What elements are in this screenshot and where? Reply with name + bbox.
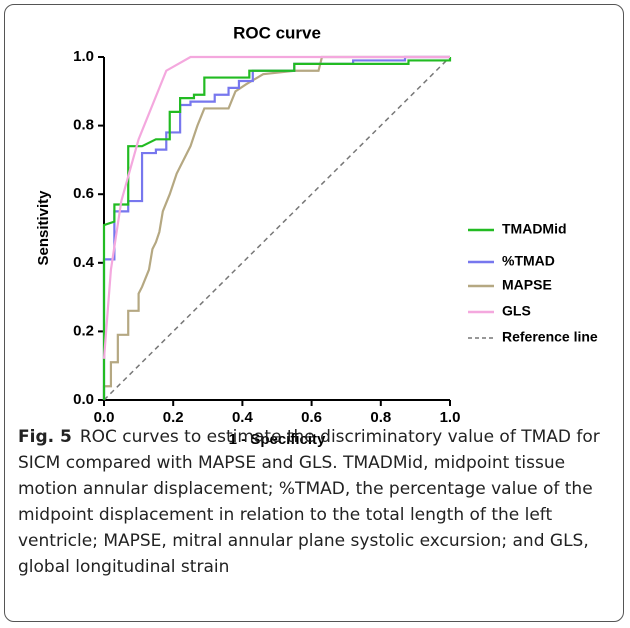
legend-label: Reference line	[502, 329, 598, 345]
x-tick-label: 0.0	[94, 409, 115, 426]
chart-title: ROC curve	[233, 23, 321, 42]
x-tick-label: 0.2	[163, 409, 184, 426]
x-axis-label: 1 - Specificity	[229, 431, 326, 448]
x-tick-label: 0.6	[301, 409, 322, 426]
chart: ROC curve 1 - Specificity Sensitivity 0.…	[35, 23, 598, 448]
y-tick-label: 1.0	[73, 48, 94, 65]
x-tick-label: 1.0	[440, 409, 461, 426]
roc-line	[102, 57, 452, 400]
x-tick-label: 0.8	[370, 409, 391, 426]
legend-label: %TMAD	[502, 253, 555, 269]
y-tick-label: 0.0	[73, 391, 94, 408]
y-tick-label: 0.2	[73, 322, 94, 339]
y-axis-label: Sensitivity	[35, 190, 52, 266]
roc-line	[103, 56, 451, 401]
caption-text: ROC curves to estimate the discriminator…	[18, 427, 600, 577]
y-tick-label: 0.8	[73, 117, 94, 134]
y-tick-label: 0.4	[73, 254, 95, 271]
x-tick-label: 0.4	[232, 409, 254, 426]
y-tick-label: 0.6	[73, 185, 94, 202]
roc-line	[102, 55, 450, 400]
legend-label: MAPSE	[502, 277, 552, 293]
legend-label: GLS	[502, 303, 531, 319]
caption: Fig. 5 ROC curves to estimate the discrim…	[18, 424, 618, 580]
roc-line	[102, 55, 450, 359]
legend-label: TMADMid	[502, 221, 567, 237]
caption-label: Fig. 5	[18, 427, 72, 447]
figure-frame	[4, 4, 624, 622]
